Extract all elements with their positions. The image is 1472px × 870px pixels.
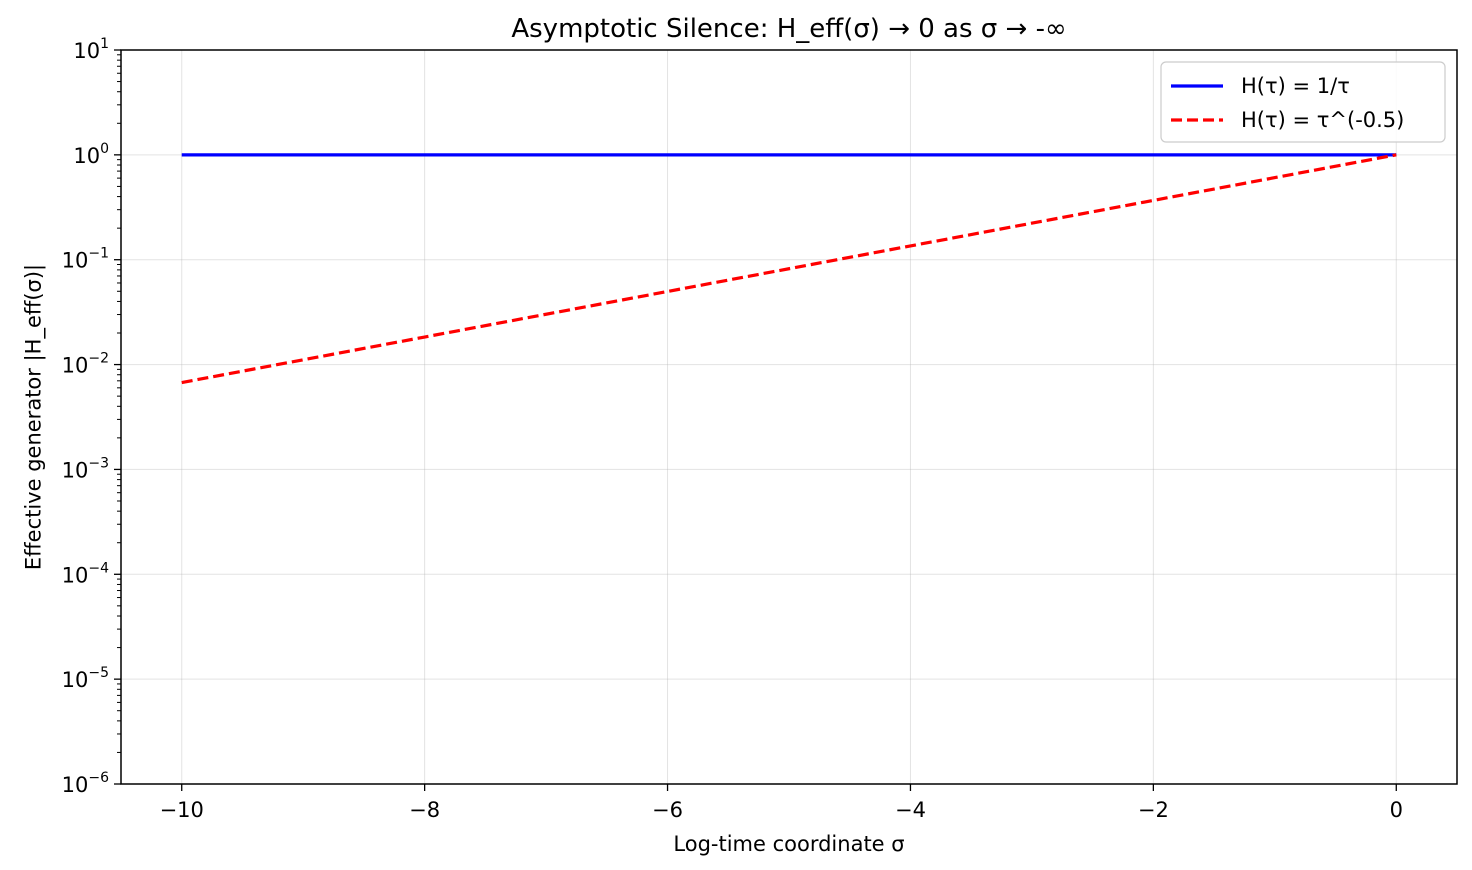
y-tick-label: 10−1 [62,246,109,273]
legend: H(τ) = 1/τ H(τ) = τ^(-0.5) [1160,61,1446,143]
x-tick-label: −6 [652,798,683,822]
x-tick-label: −10 [160,798,204,822]
legend-box [1160,61,1446,143]
x-tick-label: −2 [1138,798,1169,822]
y-tick-label: 10−6 [62,770,109,797]
y-tick-label: 10−3 [62,455,109,482]
x-tick-label: −4 [895,798,926,822]
y-tick-label: 10−2 [62,351,109,378]
x-axis-ticks: −10 −8 −6 −4 −2 0 [160,784,1403,822]
legend-label-2: H(τ) = τ^(-0.5) [1241,108,1404,132]
x-axis-label: Log-time coordinate σ [673,832,904,856]
x-tick-label: −8 [409,798,440,822]
series-line-2 [181,153,1397,385]
y-tick-label: 10−5 [62,665,109,692]
y-axis-ticks: 101 100 10−1 10−2 10−3 10−4 10−5 10−6 [62,36,121,797]
legend-label-1: H(τ) = 1/τ [1241,74,1350,98]
y-tick-label: 10−4 [62,560,109,587]
y-axis-label: Effective generator |H_eff(σ)| [21,264,46,570]
plot-lines [181,153,1397,385]
x-tick-label: 0 [1390,798,1403,822]
y-tick-label: 101 [73,36,109,63]
chart-title: Asymptotic Silence: H_eff(σ) → 0 as σ → … [511,14,1066,44]
plot-frame [120,49,1458,785]
y-tick-label: 100 [73,141,109,168]
